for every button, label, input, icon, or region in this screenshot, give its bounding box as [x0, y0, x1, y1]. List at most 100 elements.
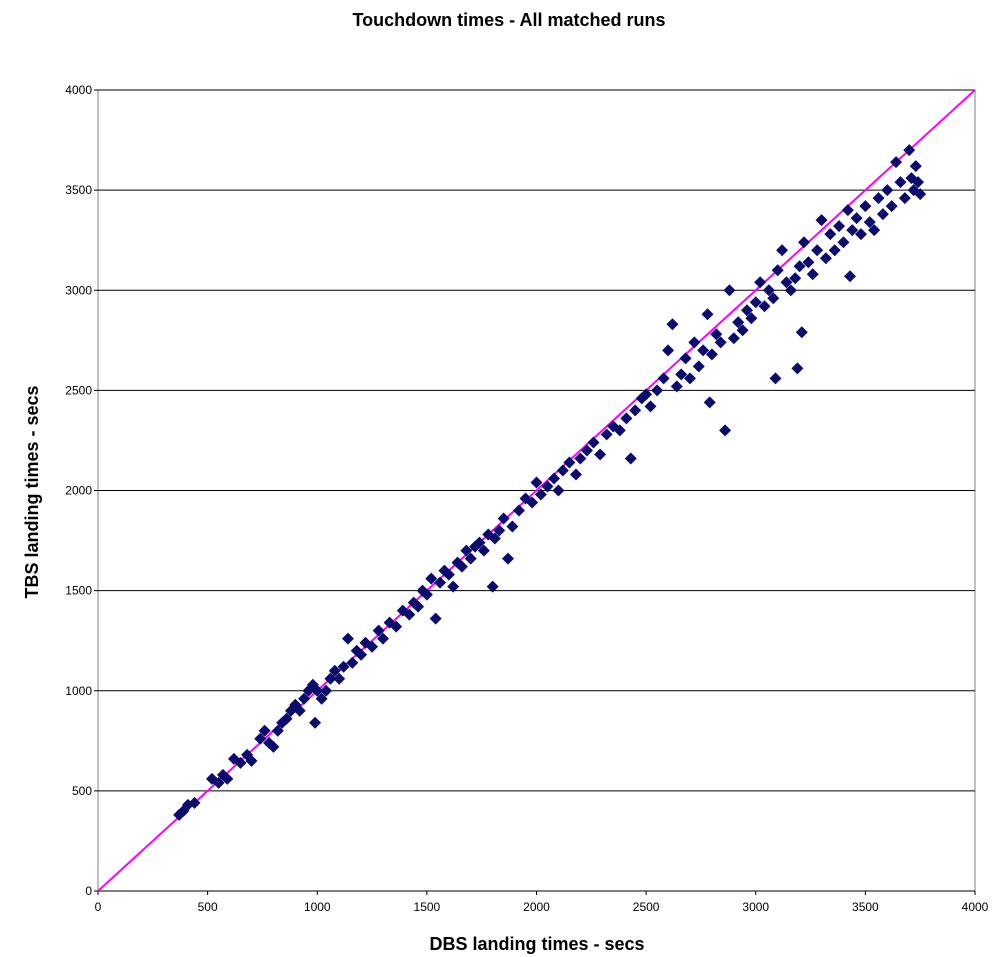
data-point	[337, 660, 350, 673]
data-point	[657, 372, 670, 385]
data-point	[377, 632, 390, 645]
data-point	[548, 472, 561, 485]
data-point	[541, 480, 554, 493]
data-points	[173, 144, 927, 821]
data-point	[911, 176, 924, 189]
y-tick-label: 0	[85, 884, 92, 898]
y-tick-label: 3500	[65, 183, 92, 197]
y-tick-label: 2500	[65, 383, 92, 397]
data-point	[624, 452, 637, 465]
data-point	[501, 552, 514, 565]
data-point	[740, 304, 753, 317]
data-point	[412, 600, 425, 613]
data-point	[727, 332, 740, 345]
data-point	[580, 444, 593, 457]
y-tick-label: 500	[72, 784, 92, 798]
y-tick-label: 1000	[65, 684, 92, 698]
data-point	[844, 270, 857, 283]
data-point	[390, 620, 403, 633]
data-point	[758, 300, 771, 313]
data-point	[890, 156, 903, 169]
data-point	[815, 214, 828, 227]
data-point	[793, 260, 806, 273]
x-tick-label: 1000	[304, 900, 331, 914]
data-point	[574, 452, 587, 465]
data-point	[771, 264, 784, 277]
data-point	[802, 256, 815, 269]
data-point	[863, 216, 876, 229]
data-point	[320, 684, 333, 697]
data-point	[885, 200, 898, 213]
data-point	[894, 176, 907, 189]
data-point	[791, 362, 804, 375]
data-point	[403, 608, 416, 621]
data-point	[769, 372, 782, 385]
data-point	[188, 796, 201, 809]
data-point	[745, 312, 758, 325]
data-point	[420, 588, 433, 601]
data-point	[679, 352, 692, 365]
data-point	[859, 200, 872, 213]
data-point	[613, 424, 626, 437]
x-tick-label: 0	[95, 900, 102, 914]
data-point	[366, 640, 379, 653]
data-point	[372, 624, 385, 637]
data-point	[666, 318, 679, 331]
gridlines	[98, 89, 975, 892]
data-point	[662, 344, 675, 357]
data-point	[594, 448, 607, 461]
data-point	[587, 436, 600, 449]
data-point	[311, 684, 324, 697]
data-point	[234, 756, 247, 769]
data-point	[629, 404, 642, 417]
data-point	[903, 144, 916, 157]
x-tick-label: 3000	[742, 900, 769, 914]
data-point	[429, 612, 442, 625]
data-point	[644, 400, 657, 413]
data-point	[455, 560, 468, 573]
x-tick-label: 4000	[962, 900, 989, 914]
data-point	[719, 424, 732, 437]
data-point	[762, 284, 775, 297]
data-point	[309, 716, 322, 729]
data-point	[914, 188, 927, 201]
data-point	[464, 552, 477, 565]
x-tick-label: 1500	[414, 900, 441, 914]
data-point	[258, 724, 271, 737]
data-point	[434, 576, 447, 589]
data-point	[876, 208, 889, 221]
data-point	[776, 244, 789, 257]
data-point	[534, 488, 547, 501]
data-point	[346, 656, 359, 669]
data-point	[293, 704, 306, 717]
data-point	[701, 308, 714, 321]
data-point	[530, 476, 543, 489]
data-point	[477, 544, 490, 557]
data-point	[488, 532, 501, 545]
y-tick-label: 3000	[65, 283, 92, 297]
data-point	[909, 160, 922, 173]
data-point	[754, 276, 767, 289]
data-point	[341, 632, 354, 645]
data-point	[854, 228, 867, 241]
chart-title: Touchdown times - All matched runs	[352, 10, 665, 30]
data-point	[749, 296, 762, 309]
y-tick-label: 2000	[65, 484, 92, 498]
data-point	[850, 212, 863, 225]
data-point	[797, 236, 810, 249]
data-point	[767, 292, 780, 305]
data-point	[806, 268, 819, 281]
data-point	[447, 580, 460, 593]
data-point	[563, 456, 576, 469]
data-point	[789, 272, 802, 285]
data-point	[683, 372, 696, 385]
data-point	[620, 412, 633, 425]
data-point	[425, 572, 438, 585]
data-point	[506, 520, 519, 533]
x-tick-label: 2000	[523, 900, 550, 914]
data-point	[212, 776, 225, 789]
data-point	[328, 664, 341, 677]
data-point	[271, 724, 284, 737]
